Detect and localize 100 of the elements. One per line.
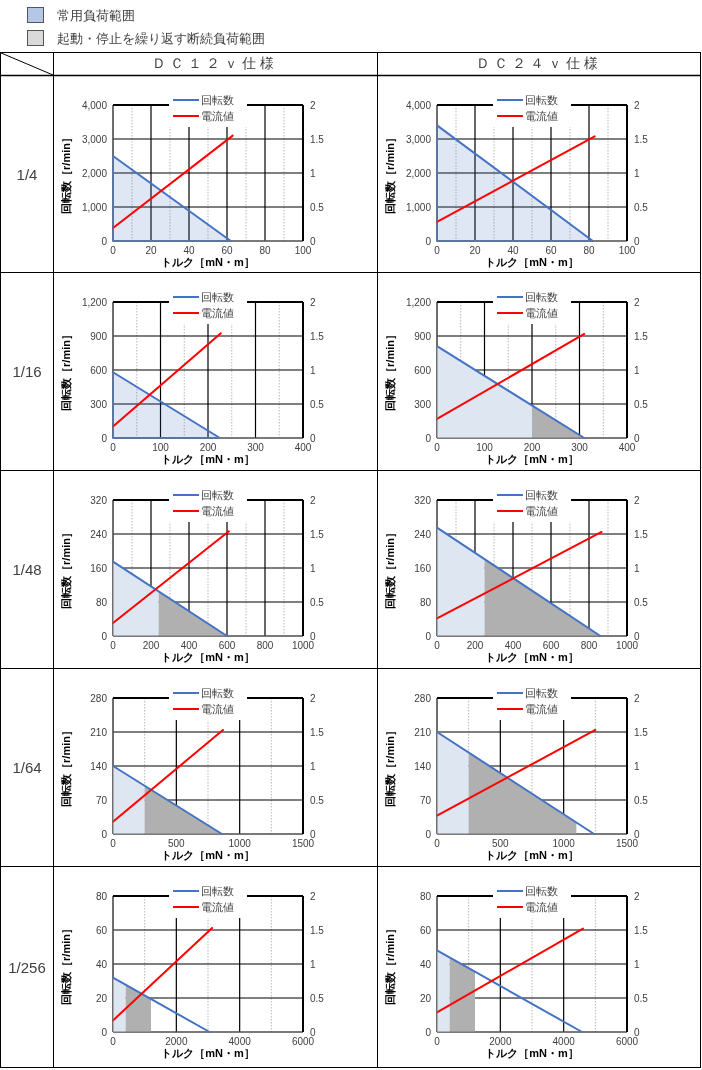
y2-tick-label: 1.5: [310, 925, 325, 936]
x-tick-label: 600: [542, 640, 560, 651]
y2-tick-label: 0: [310, 236, 316, 247]
y-tick-label: 1,200: [405, 297, 432, 308]
x-tick-label: 1000: [228, 838, 252, 849]
y2-tick-label: 2: [310, 891, 316, 902]
legend-label: 回転数: [201, 885, 234, 897]
y-tick-label: 40: [95, 959, 108, 970]
y-axis-title: 回転数［r/min］: [384, 527, 397, 609]
legend-label: 回転数: [525, 291, 558, 303]
y2-tick-label: 1: [310, 563, 316, 574]
category-label: 1/16: [12, 363, 42, 380]
x-tick-label: 0: [110, 640, 117, 651]
x-tick-label: 6000: [291, 1036, 315, 1047]
y2-tick-label: 0: [310, 1027, 316, 1038]
y2-tick-label: 2: [634, 891, 640, 902]
x-tick-label: 40: [183, 245, 195, 256]
y2-tick-label: 1: [310, 761, 316, 772]
x-tick-label: 0: [434, 1036, 441, 1047]
y-axis-title: 回転数［r/min］: [60, 132, 73, 214]
y-tick-label: 320: [414, 495, 432, 506]
y2-tick-label: 1.5: [634, 925, 649, 936]
y2-tick-label: 0.5: [310, 795, 325, 806]
y2-tick-label: 2: [310, 693, 316, 704]
category-label: 1/48: [12, 561, 42, 578]
x-axis-title: トルク［mN・m］: [485, 849, 579, 862]
x-tick-label: 1000: [615, 640, 639, 651]
x-tick-label: 4000: [552, 1036, 576, 1047]
x-tick-label: 20: [145, 245, 157, 256]
legend-label: 回転数: [201, 687, 234, 699]
x-tick-label: 1000: [552, 838, 576, 849]
legend-label: 電流値: [201, 901, 234, 913]
y2-tick-label: 0: [310, 631, 316, 642]
category-label: 1/64: [12, 759, 42, 776]
y2-tick-label: 0.5: [310, 202, 325, 213]
y2-tick-label: 0.5: [634, 399, 649, 410]
legend-label: 電流値: [201, 505, 234, 517]
y-tick-label: 160: [414, 563, 432, 574]
x-tick-label: 0: [110, 838, 117, 849]
y-tick-label: 280: [414, 693, 432, 704]
x-axis-title: トルク［mN・m］: [161, 256, 255, 269]
x-tick-label: 100: [618, 245, 636, 256]
y2-tick-label: 0: [634, 829, 640, 840]
x-tick-label: 500: [491, 838, 510, 849]
y-tick-label: 0: [101, 631, 108, 642]
y-axis-title: 回転数［r/min］: [384, 923, 397, 1005]
x-tick-label: 0: [110, 1036, 117, 1047]
y-tick-label: 240: [414, 529, 432, 540]
y-tick-label: 0: [101, 829, 108, 840]
legend-label: 電流値: [201, 307, 234, 319]
y-axis-title: 回転数［r/min］: [60, 527, 73, 609]
y-tick-label: 20: [95, 993, 108, 1004]
y-tick-label: 80: [419, 891, 432, 902]
x-tick-label: 800: [580, 640, 598, 651]
x-tick-label: 60: [545, 245, 557, 256]
x-tick-label: 800: [256, 640, 274, 651]
y-tick-label: 1,000: [405, 202, 432, 213]
y2-tick-label: 0.5: [634, 202, 649, 213]
legend-label: 回転数: [525, 687, 558, 699]
y2-tick-label: 1.5: [634, 529, 649, 540]
x-tick-label: 0: [110, 245, 117, 256]
y-tick-label: 600: [90, 365, 108, 376]
y-tick-label: 80: [419, 597, 432, 608]
y-tick-label: 70: [419, 795, 432, 806]
x-tick-label: 300: [571, 442, 589, 453]
legend-label: 回転数: [525, 885, 558, 897]
y-tick-label: 900: [90, 331, 108, 342]
x-tick-label: 60: [221, 245, 233, 256]
x-tick-label: 0: [434, 838, 441, 849]
y2-tick-label: 1.5: [634, 331, 649, 342]
y-tick-label: 0: [101, 236, 108, 247]
y2-tick-label: 2: [310, 297, 316, 308]
category-label: 1/4: [16, 165, 38, 183]
y2-tick-label: 0: [634, 631, 640, 642]
y-tick-label: 3,000: [81, 134, 108, 145]
x-tick-label: 0: [434, 640, 441, 651]
y-tick-label: 70: [95, 795, 108, 806]
y-tick-label: 80: [95, 891, 108, 902]
y2-tick-label: 2: [634, 693, 640, 704]
y-tick-label: 280: [90, 693, 108, 704]
y2-tick-label: 0.5: [634, 795, 649, 806]
legend-label: 電流値: [525, 901, 558, 913]
y2-tick-label: 2: [310, 100, 316, 111]
y-tick-label: 240: [90, 529, 108, 540]
x-tick-label: 2000: [489, 1036, 512, 1047]
y-axis-title: 回転数［r/min］: [60, 923, 73, 1005]
x-tick-label: 20: [469, 245, 481, 256]
y-axis-title: 回転数［r/min］: [384, 725, 397, 807]
y-tick-label: 0: [425, 236, 432, 247]
x-tick-label: 0: [434, 245, 441, 256]
y-tick-label: 160: [90, 563, 108, 574]
y2-tick-label: 0.5: [310, 399, 325, 410]
x-tick-label: 400: [504, 640, 522, 651]
x-axis-title: トルク［mN・m］: [485, 256, 579, 269]
x-tick-label: 100: [152, 442, 170, 453]
legend-label: 電流値: [525, 110, 558, 122]
y-tick-label: 4,000: [81, 100, 108, 111]
y-tick-label: 140: [414, 761, 432, 772]
x-tick-label: 400: [618, 442, 636, 453]
y-tick-label: 2,000: [81, 168, 108, 179]
